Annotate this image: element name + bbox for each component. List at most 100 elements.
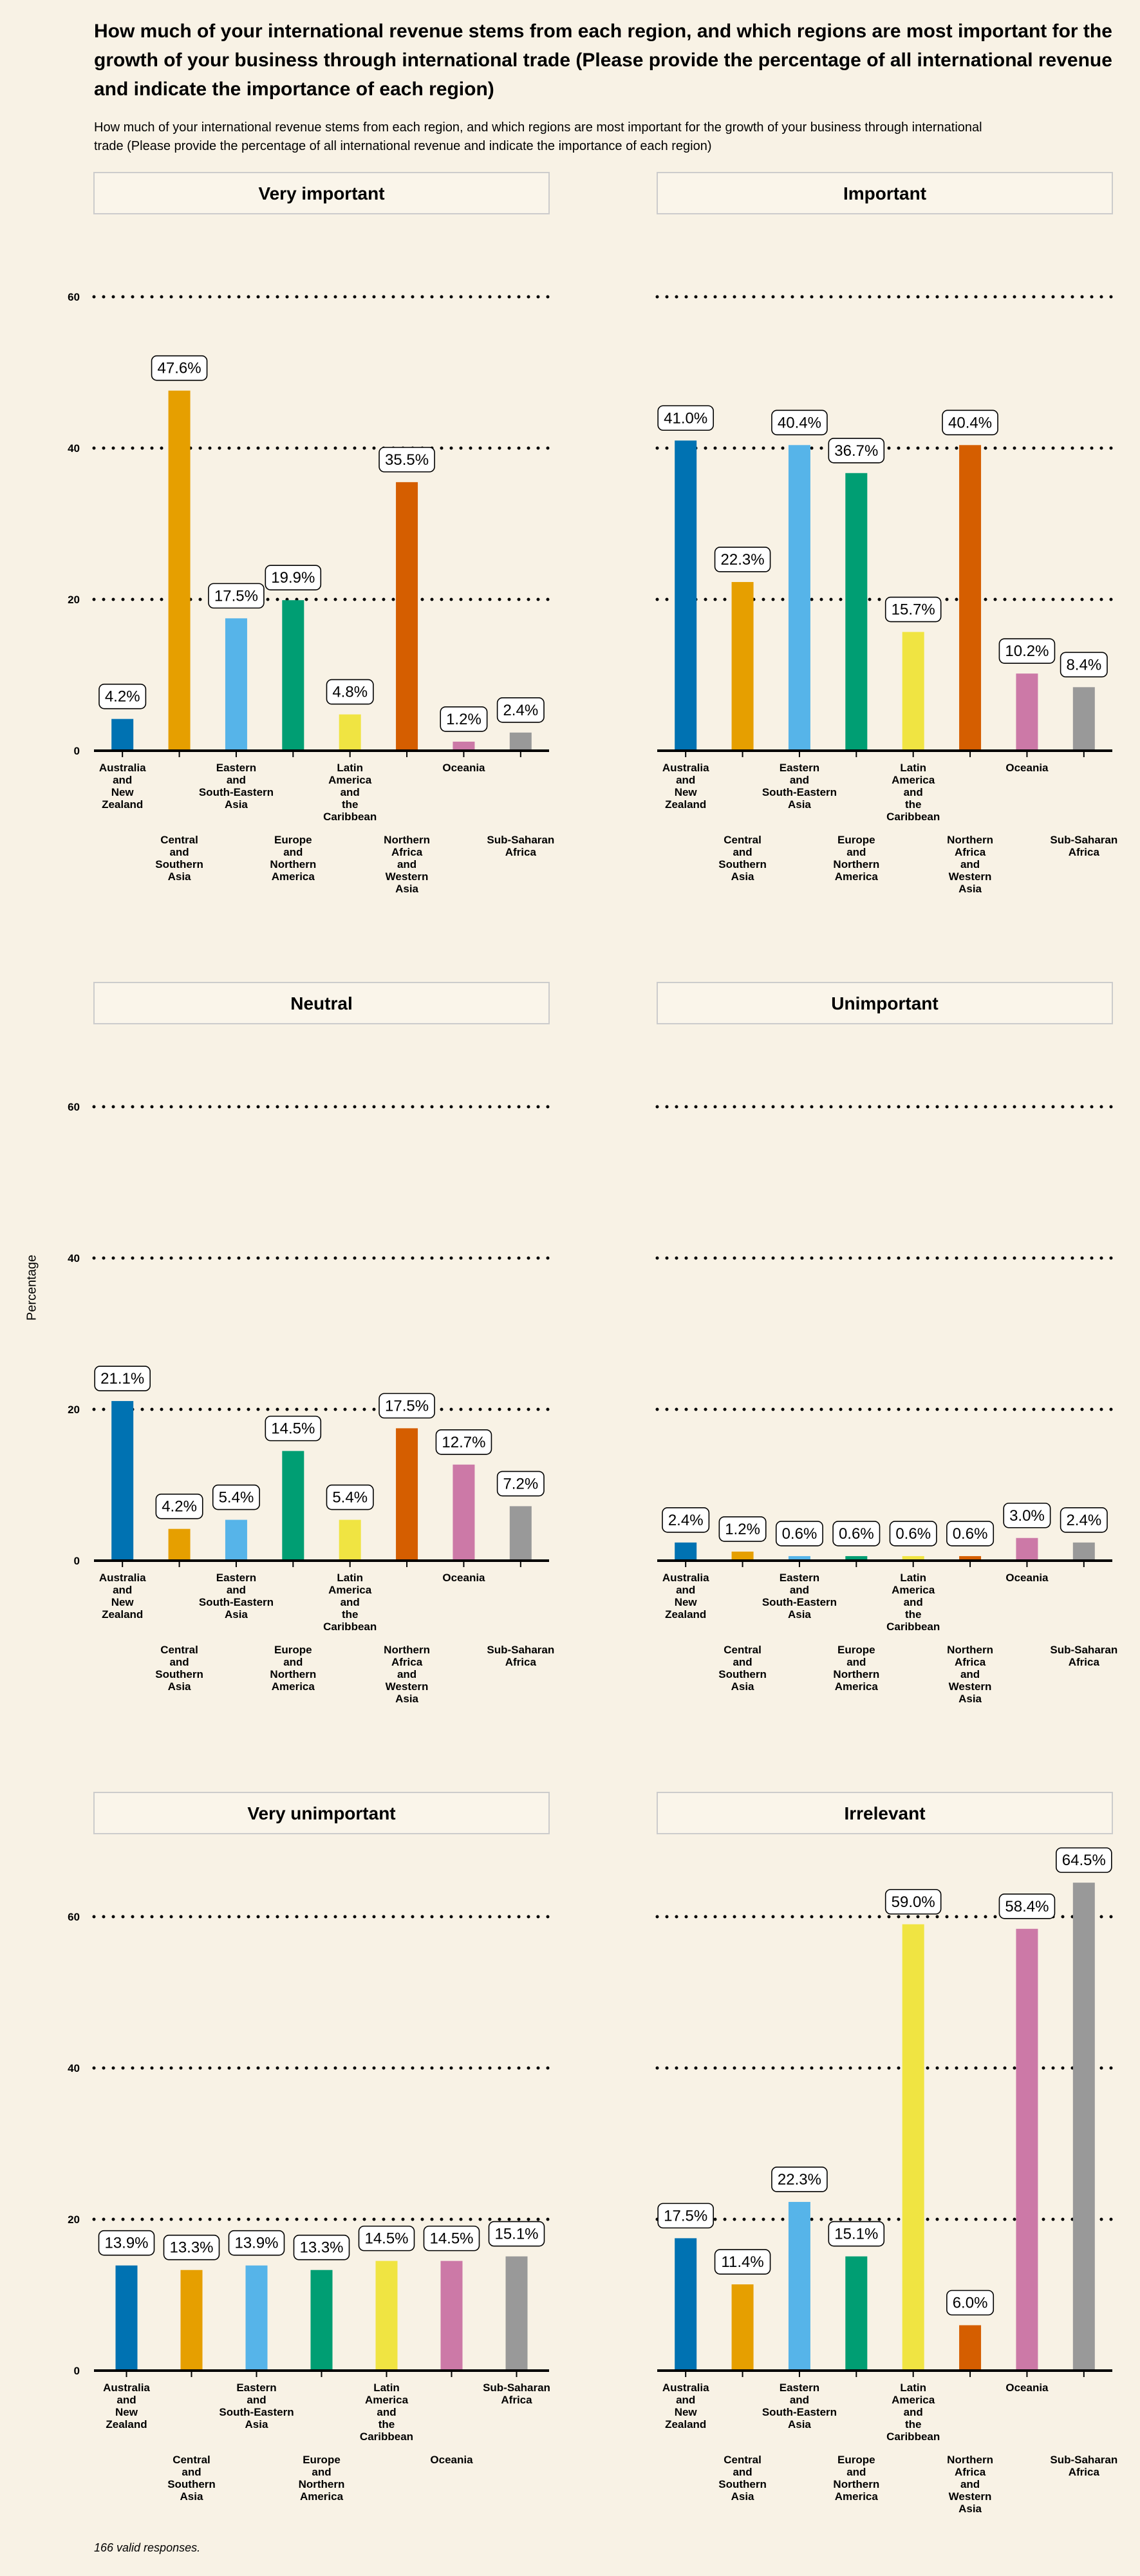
value-label: 21.1% bbox=[100, 1370, 144, 1387]
y-tick-label: 60 bbox=[68, 1101, 80, 1113]
value-label-box bbox=[423, 2225, 480, 2252]
bar bbox=[845, 1556, 868, 1561]
value-label: 11.4% bbox=[721, 2253, 763, 2271]
value-label-box bbox=[326, 679, 374, 705]
strip-title: Very important bbox=[258, 183, 384, 203]
value-label-box bbox=[771, 2167, 828, 2192]
x-tick-label: Central and Southern Asia bbox=[155, 834, 203, 883]
value-label: 7.2% bbox=[503, 1475, 538, 1492]
value-label-box bbox=[828, 2221, 885, 2247]
value-label: 4.2% bbox=[162, 1498, 197, 1516]
x-tick-label: Europe and Northern America bbox=[833, 1644, 879, 1693]
chart-title: How much of your international revenue s… bbox=[94, 21, 1112, 100]
x-tick-label: Oceania bbox=[1005, 2382, 1049, 2394]
value-label-box bbox=[94, 1366, 151, 1391]
x-tick-label: Sub-Saharan Africa bbox=[483, 2382, 550, 2406]
y-tick-label: 40 bbox=[68, 1252, 80, 1264]
x-tick-label: Northern Africa and Western Asia bbox=[947, 834, 993, 895]
value-label-box bbox=[435, 1429, 492, 1455]
bar bbox=[1016, 1928, 1038, 2371]
x-tick-label: Eastern and South-Eastern Asia bbox=[199, 1572, 274, 1621]
x-tick-label: Eastern and South-Eastern Asia bbox=[762, 762, 837, 811]
value-label-box bbox=[889, 1521, 937, 1547]
x-tick-label: Europe and Northern America bbox=[299, 2454, 345, 2503]
value-label-box bbox=[440, 706, 488, 732]
value-label: 64.5% bbox=[1062, 1852, 1106, 1869]
value-label-box bbox=[378, 1393, 435, 1419]
strip-header bbox=[657, 982, 1113, 1024]
panel-1: Important 41.0% Australia and New Zealand 22.3… bbox=[655, 172, 1117, 895]
x-tick-label: Northern Africa and Western Asia bbox=[947, 2454, 993, 2515]
value-label: 35.5% bbox=[385, 451, 429, 469]
value-label-box bbox=[358, 2225, 415, 2252]
value-label: 17.5% bbox=[664, 2207, 707, 2224]
x-tick-label: Eastern and South-Eastern Asia bbox=[762, 1572, 837, 1621]
value-label-box bbox=[265, 1415, 322, 1442]
value-label: 0.6% bbox=[895, 1525, 931, 1543]
bar bbox=[225, 1519, 247, 1561]
y-tick-label: 40 bbox=[68, 442, 80, 455]
x-tick-label: Northern Africa and Western Asia bbox=[947, 1644, 993, 1705]
strip-header bbox=[93, 982, 550, 1024]
value-label-box bbox=[1060, 652, 1108, 678]
value-label-box bbox=[151, 355, 208, 381]
value-label: 58.4% bbox=[1005, 1898, 1049, 1915]
value-label-box bbox=[884, 596, 942, 623]
bar bbox=[111, 719, 134, 751]
bar bbox=[902, 1556, 924, 1561]
bar bbox=[959, 1556, 982, 1561]
bar bbox=[339, 714, 361, 751]
strip-title: Unimportant bbox=[831, 993, 938, 1013]
value-label-box bbox=[265, 565, 322, 590]
bar bbox=[1072, 687, 1095, 751]
bar bbox=[310, 2270, 333, 2371]
x-tick-label: Europe and Northern America bbox=[833, 2454, 879, 2503]
value-label-box bbox=[832, 1521, 881, 1547]
bar bbox=[509, 1506, 532, 1561]
x-tick-label: Oceania bbox=[1005, 762, 1049, 774]
bar bbox=[396, 1428, 418, 1561]
value-label: 40.4% bbox=[778, 414, 821, 431]
value-label-box bbox=[998, 1894, 1056, 1919]
bar bbox=[675, 1542, 697, 1561]
value-label: 22.3% bbox=[721, 551, 765, 569]
value-label-box bbox=[946, 1521, 995, 1547]
value-label: 13.3% bbox=[299, 2239, 343, 2257]
x-tick-label: Sub-Saharan Africa bbox=[1050, 1644, 1117, 1668]
value-label: 13.9% bbox=[234, 2235, 278, 2252]
bar bbox=[453, 741, 475, 751]
value-label: 15.1% bbox=[494, 2226, 538, 2243]
x-tick-label: Eastern and South-Eastern Asia bbox=[219, 2382, 294, 2430]
x-tick-label: Australia and New Zealand bbox=[99, 1572, 146, 1621]
y-tick-label: 20 bbox=[68, 1404, 80, 1416]
bar bbox=[1072, 1542, 1095, 1561]
y-tick-label: 20 bbox=[68, 2214, 80, 2226]
value-label-box bbox=[163, 2234, 220, 2261]
bar bbox=[396, 482, 418, 751]
value-label: 0.6% bbox=[839, 1525, 874, 1543]
value-label: 22.3% bbox=[778, 2171, 821, 2188]
value-label-box bbox=[828, 437, 885, 464]
value-label-box bbox=[98, 683, 147, 710]
x-tick-label: Australia and New Zealand bbox=[103, 2382, 150, 2430]
value-label-box bbox=[884, 1888, 942, 1915]
bar bbox=[282, 1451, 304, 1561]
value-label-box bbox=[718, 1516, 767, 1542]
value-label-box bbox=[208, 583, 265, 609]
strip-title: Neutral bbox=[290, 993, 352, 1013]
value-label-box bbox=[662, 1507, 710, 1533]
value-label-box bbox=[155, 1493, 203, 1519]
panel-3: Unimportant 2.4% Australia and New Zealand 1.2… bbox=[655, 982, 1117, 1705]
bar bbox=[282, 600, 304, 751]
y-tick-label: 0 bbox=[74, 1555, 80, 1567]
value-label-box bbox=[657, 2203, 714, 2229]
y-tick-label: 40 bbox=[68, 2062, 80, 2074]
value-label: 15.1% bbox=[834, 2226, 878, 2243]
bar bbox=[245, 2265, 268, 2371]
x-tick-label: Latin America and the Caribbean bbox=[323, 762, 377, 823]
bar bbox=[731, 1551, 754, 1561]
x-tick-label: Oceania bbox=[442, 1572, 485, 1584]
x-tick-label: Australia and New Zealand bbox=[662, 1572, 709, 1621]
panel-0: Very important 0 20 40 60 4.2% Australia and New… bbox=[68, 172, 554, 895]
